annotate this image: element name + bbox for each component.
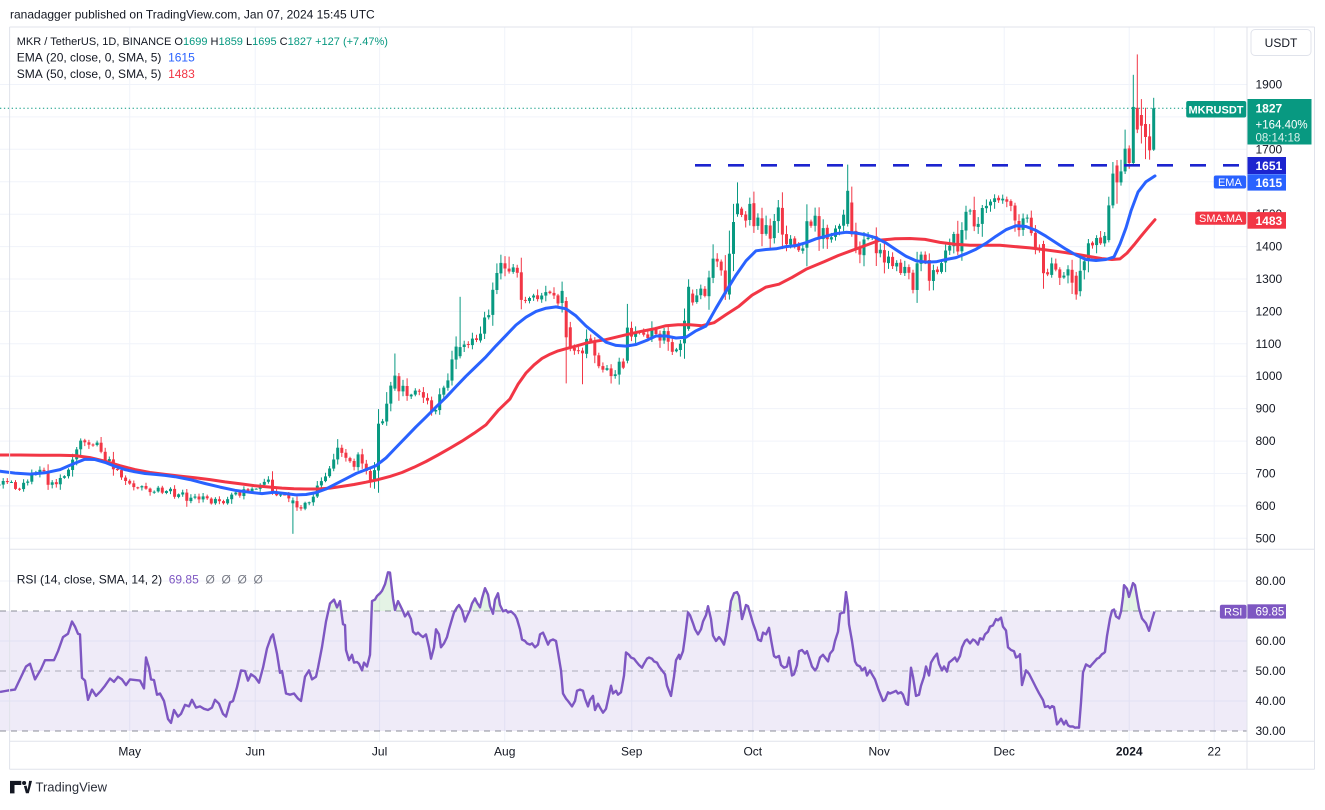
svg-text:1900: 1900: [1256, 78, 1283, 92]
svg-text:Nov: Nov: [869, 745, 890, 759]
svg-text:EMA (20, close, 0, SMA, 5) 16: EMA (20, close, 0, SMA, 5) 1615: [17, 51, 195, 65]
svg-text:60.00: 60.00: [1256, 634, 1286, 648]
svg-text:MKRUSDT: MKRUSDT: [1189, 105, 1244, 117]
svg-text:EMA: EMA: [1218, 177, 1243, 189]
svg-text:40.00: 40.00: [1256, 694, 1286, 708]
svg-text:1651: 1651: [1256, 159, 1283, 173]
svg-text:1827: 1827: [1256, 102, 1283, 116]
svg-text:1615: 1615: [1256, 176, 1283, 190]
svg-text:700: 700: [1256, 467, 1276, 481]
svg-text:RSI (14, close, SMA, 14, 2) 6: RSI (14, close, SMA, 14, 2) 69.85 Ø Ø Ø …: [17, 573, 263, 587]
svg-text:80.00: 80.00: [1256, 574, 1286, 588]
svg-text:SMA (50, close, 0, SMA, 5) 14: SMA (50, close, 0, SMA, 5) 1483: [17, 67, 195, 81]
svg-text:69.85: 69.85: [1256, 607, 1285, 619]
svg-text:USDT: USDT: [1265, 36, 1298, 50]
svg-text:Aug: Aug: [494, 745, 515, 759]
svg-text:1400: 1400: [1256, 240, 1283, 254]
svg-text:SMA:MA: SMA:MA: [1199, 213, 1243, 225]
svg-text:ranadagger published on Tradin: ranadagger published on TradingView.com,…: [10, 8, 375, 22]
svg-text:50.00: 50.00: [1256, 664, 1286, 678]
svg-text:RSI: RSI: [1224, 607, 1242, 619]
svg-text:Jun: Jun: [246, 745, 265, 759]
svg-text:1100: 1100: [1256, 337, 1282, 351]
svg-text:08:14:18: 08:14:18: [1256, 133, 1301, 145]
svg-text:1483: 1483: [1256, 214, 1283, 228]
svg-text:MKR / TetherUS, 1D, BINANCE O1: MKR / TetherUS, 1D, BINANCE O1699 H1859 …: [17, 36, 388, 48]
svg-text:600: 600: [1256, 499, 1276, 513]
svg-text:2024: 2024: [1116, 745, 1143, 759]
svg-text:1000: 1000: [1256, 369, 1283, 383]
svg-text:1700: 1700: [1256, 142, 1283, 156]
svg-text:May: May: [118, 745, 141, 759]
svg-text:+164.40%: +164.40%: [1256, 120, 1308, 132]
svg-text:500: 500: [1256, 531, 1276, 545]
svg-text:1200: 1200: [1256, 304, 1283, 318]
svg-text:900: 900: [1256, 402, 1276, 416]
svg-text:Oct: Oct: [743, 745, 762, 759]
svg-text:Dec: Dec: [994, 745, 1015, 759]
svg-text:Sep: Sep: [621, 745, 643, 759]
svg-text:1300: 1300: [1256, 272, 1283, 286]
svg-text:800: 800: [1256, 434, 1276, 448]
svg-text:30.00: 30.00: [1256, 724, 1286, 738]
svg-text:Jul: Jul: [372, 745, 387, 759]
svg-text:TradingView: TradingView: [36, 780, 108, 795]
svg-text:22: 22: [1208, 745, 1222, 759]
